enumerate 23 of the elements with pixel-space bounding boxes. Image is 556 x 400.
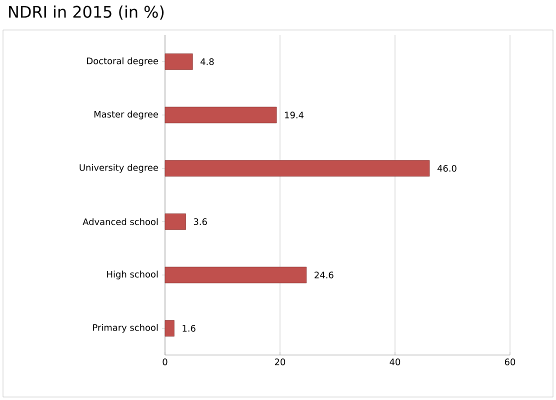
x-tick-label: 60	[504, 358, 516, 366]
data-label: 3.6	[194, 218, 207, 226]
x-tick-label: 0	[162, 358, 168, 366]
y-tick-label: Master degree	[94, 110, 158, 120]
data-label: 1.6	[182, 324, 196, 332]
chart-title: NDRI in 2015 (in %)	[9, 6, 164, 20]
data-label: 46.0	[437, 164, 456, 172]
y-tick-label: University degree	[80, 164, 158, 173]
bar	[164, 266, 307, 284]
bar	[164, 106, 277, 124]
data-label: 4.8	[200, 58, 214, 66]
bar	[164, 213, 186, 230]
y-tick-label: High school	[107, 270, 158, 280]
y-tick-label: Advanced school	[82, 218, 158, 226]
bar	[164, 53, 193, 70]
x-tick-label: 40	[390, 358, 400, 366]
x-tick-label: 20	[274, 358, 286, 366]
y-tick-label: Doctoral degree	[87, 57, 158, 66]
y-tick-label: Primary school	[93, 324, 158, 333]
data-label: 24.6	[314, 272, 334, 278]
bar	[164, 320, 174, 337]
data-label: 19.4	[285, 112, 304, 118]
bar	[164, 160, 430, 177]
